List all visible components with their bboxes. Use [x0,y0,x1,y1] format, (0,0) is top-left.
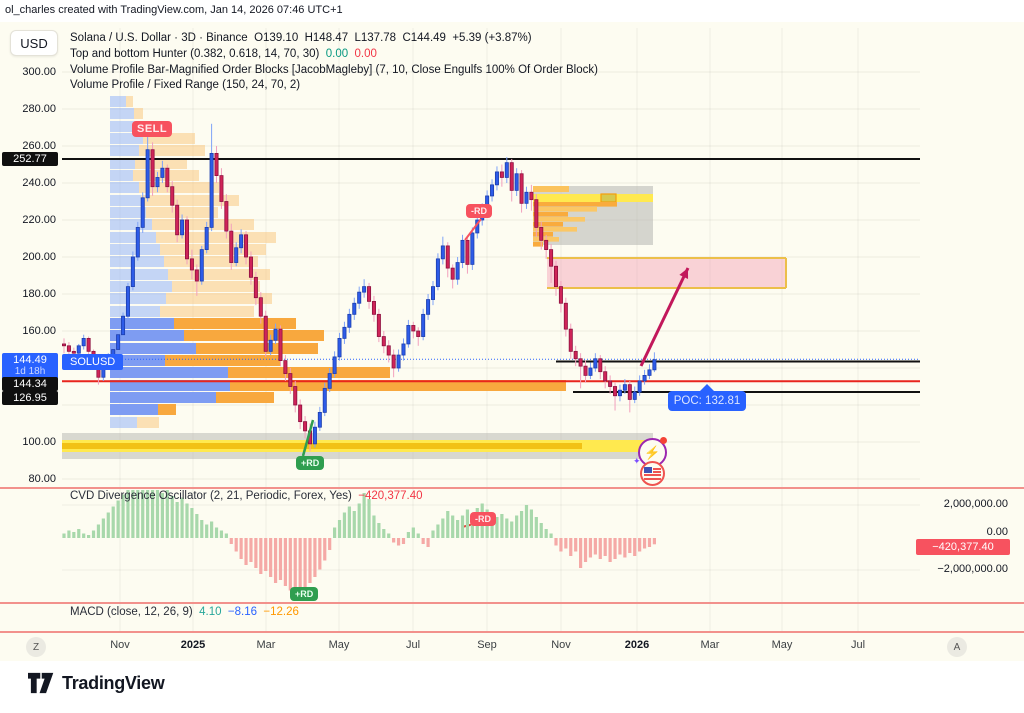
sell-signal-label: SELL [132,121,173,137]
pane-separator[interactable] [0,487,1024,489]
cvd-scale-bottom: −2,000,000.00 [937,563,1008,575]
macd-title: MACD (close, 12, 26, 9) [70,606,193,618]
indicator-legend-orderblocks[interactable]: Volume Profile Bar-Magnified Order Block… [70,64,598,76]
macd-value-3: −12.26 [263,606,299,618]
cvd-title: CVD Divergence Oscillator (2, 21, Period… [70,490,352,502]
time-axis-label[interactable]: Mar [700,639,720,651]
symbol-title: Solana / U.S. Dollar · 3D · Binance [70,32,248,44]
time-axis-label[interactable]: 2025 [180,639,206,651]
macd-indicator-legend[interactable]: MACD (close, 12, 26, 9) 4.10 −8.16 −12.2… [70,606,299,618]
candles [62,123,657,452]
time-axis-label[interactable]: Nov [110,639,130,651]
price-tick-label: 280.00 [22,103,56,115]
pane-separator[interactable] [0,631,1024,633]
price-tick-label: 200.00 [22,251,56,263]
time-axis-label[interactable]: 2026 [624,639,650,651]
indicator-value-red: 0.00 [354,48,377,60]
volume-profile-upper [533,186,653,247]
ohlc-low: L137.78 [354,32,397,44]
currency-toggle-button[interactable]: USD [10,30,58,56]
flag-stripe [644,474,661,476]
poc-tooltip: POC: 132.81 [668,384,746,411]
indicator-name: Top and bottom Hunter (0.382, 0.618, 14,… [70,48,320,60]
tradingview-logo[interactable]: TradingView [28,672,165,694]
time-axis-label[interactable]: May [771,639,793,651]
rd-plus-label-price: +RD [296,456,325,470]
poc-tooltip-text: POC: 132.81 [673,395,741,407]
symbol-price-tag[interactable]: SOLUSD [62,354,124,370]
projection-arrow-head [679,268,689,279]
rd-minus-label-price: -RD [466,204,492,218]
price-levels [62,158,920,393]
cvd-value: −420,377.40 [358,490,423,502]
attribution: ol_charles created with TradingView.com,… [5,4,343,16]
price-chart-canvas [62,28,920,631]
volume-profile-left [110,96,566,428]
grid-lines [62,28,920,631]
time-axis-label[interactable]: Mar [256,639,276,651]
price-tick-label: 240.00 [22,177,56,189]
projection-arrow [639,267,690,367]
bottom-volume-band [62,433,653,459]
indicator-value-green: 0.00 [325,48,349,60]
pane-separator[interactable] [0,602,1024,604]
price-tick-label: 180.00 [22,288,56,300]
poc-tooltip-notch [700,384,714,391]
band-gold [62,443,582,449]
time-axis-label[interactable]: Nov [551,639,571,651]
indicator-legend-fixedrange[interactable]: Volume Profile / Fixed Range (150, 24, 7… [70,79,301,91]
tradingview-wordmark: TradingView [62,672,165,693]
us-flag-icon[interactable] [640,461,665,486]
price-tick-label: 160.00 [22,325,56,337]
flag-canton [644,467,652,473]
time-axis-label[interactable]: May [328,639,350,651]
chart-area[interactable]: USD Solana / U.S. Dollar · 3D · Binance … [0,22,1024,661]
price-level-badge-144: 144.34 [2,377,58,391]
notification-dot-icon [660,437,667,444]
symbol-legend-row[interactable]: Solana / U.S. Dollar · 3D · Binance O139… [70,32,532,44]
rd-minus-label-cvd: -RD [470,512,496,526]
countdown-timer: 1d 18h [14,366,46,377]
time-axis-label[interactable]: Jul [405,639,421,651]
price-tick-label: 300.00 [22,66,56,78]
time-axis-label[interactable]: Jul [850,639,866,651]
cvd-value-badge: −420,377.40 [916,539,1010,555]
ohlc-close: C144.49 [402,32,446,44]
ohlc-open: O139.10 [254,32,299,44]
macd-value-1: 4.10 [199,606,222,618]
price-level-badge-126: 126.95 [2,390,58,405]
flag-stripe [653,468,661,470]
rd-plus-label-cvd: +RD [290,587,319,601]
current-price-value: 144.49 [13,354,47,366]
cvd-scale-zero: 0.00 [986,526,1008,538]
auto-scale-button[interactable]: A [947,637,967,657]
price-tick-label: 80.00 [28,473,56,485]
price-tick-label: 100.00 [22,436,56,448]
cvd-indicator-legend[interactable]: CVD Divergence Oscillator (2, 21, Period… [70,490,423,502]
ohlc-high: H148.47 [304,32,349,44]
cvd-scale-top: 2,000,000.00 [943,498,1008,510]
ohlc-change: +5.39 (+3.87%) [452,32,532,44]
order-block-zone [547,257,787,289]
current-price-badge: 144.49 1d 18h [2,353,58,380]
price-level-badge-252: 252.77 [2,152,58,166]
sparkle-icon: ✦ [633,456,641,466]
flag-stripe [644,478,661,480]
timezone-button[interactable]: Z [26,637,46,657]
price-tick-label: 260.00 [22,140,56,152]
tradingview-logo-icon [28,672,54,694]
macd-value-2: −8.16 [227,606,257,618]
time-axis-label[interactable]: Sep [477,639,497,651]
indicator-legend-hunter[interactable]: Top and bottom Hunter (0.382, 0.618, 14,… [70,48,377,60]
cvd-histogram [62,490,656,595]
price-tick-label: 220.00 [22,214,56,226]
flag-stripe [653,471,661,473]
